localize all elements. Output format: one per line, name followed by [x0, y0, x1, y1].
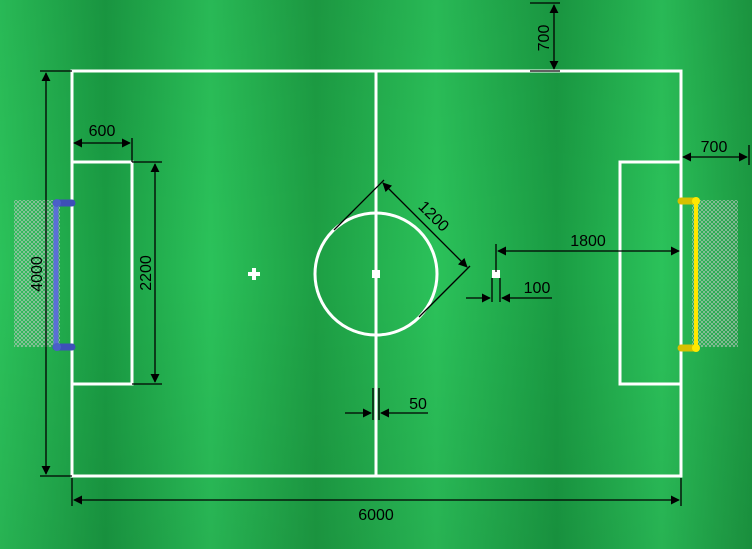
right-goal-net: [692, 200, 738, 347]
dim-circle-ext1: [333, 179, 385, 231]
label-penalty-mark-distance: 1800: [570, 233, 606, 250]
label-field-width: 4000: [29, 256, 46, 292]
label-top-margin: 700: [536, 25, 553, 52]
label-penalty-width: 2200: [138, 255, 155, 291]
left-penalty-area: [70, 160, 134, 386]
blue-goal-icon: [52, 199, 76, 351]
dim-circle-ext2: [418, 265, 471, 318]
right-penalty-area: [618, 160, 683, 386]
left-penalty-mark-h: [248, 272, 260, 276]
dimension-lines: [40, 2, 750, 506]
dim-circle-arrow: [382, 182, 468, 268]
center-mark: [372, 270, 380, 278]
label-mark-size: 100: [524, 280, 551, 297]
right-penalty-mark: [492, 270, 500, 278]
left-goal-net: [14, 200, 60, 347]
label-line-width: 50: [409, 396, 427, 413]
label-field-length: 6000: [358, 507, 394, 524]
label-penalty-depth: 600: [89, 123, 116, 140]
label-side-margin: 700: [701, 139, 728, 156]
yellow-goal-icon: [677, 197, 700, 352]
field-lines: [70, 69, 683, 478]
center-circle: [313, 211, 439, 337]
